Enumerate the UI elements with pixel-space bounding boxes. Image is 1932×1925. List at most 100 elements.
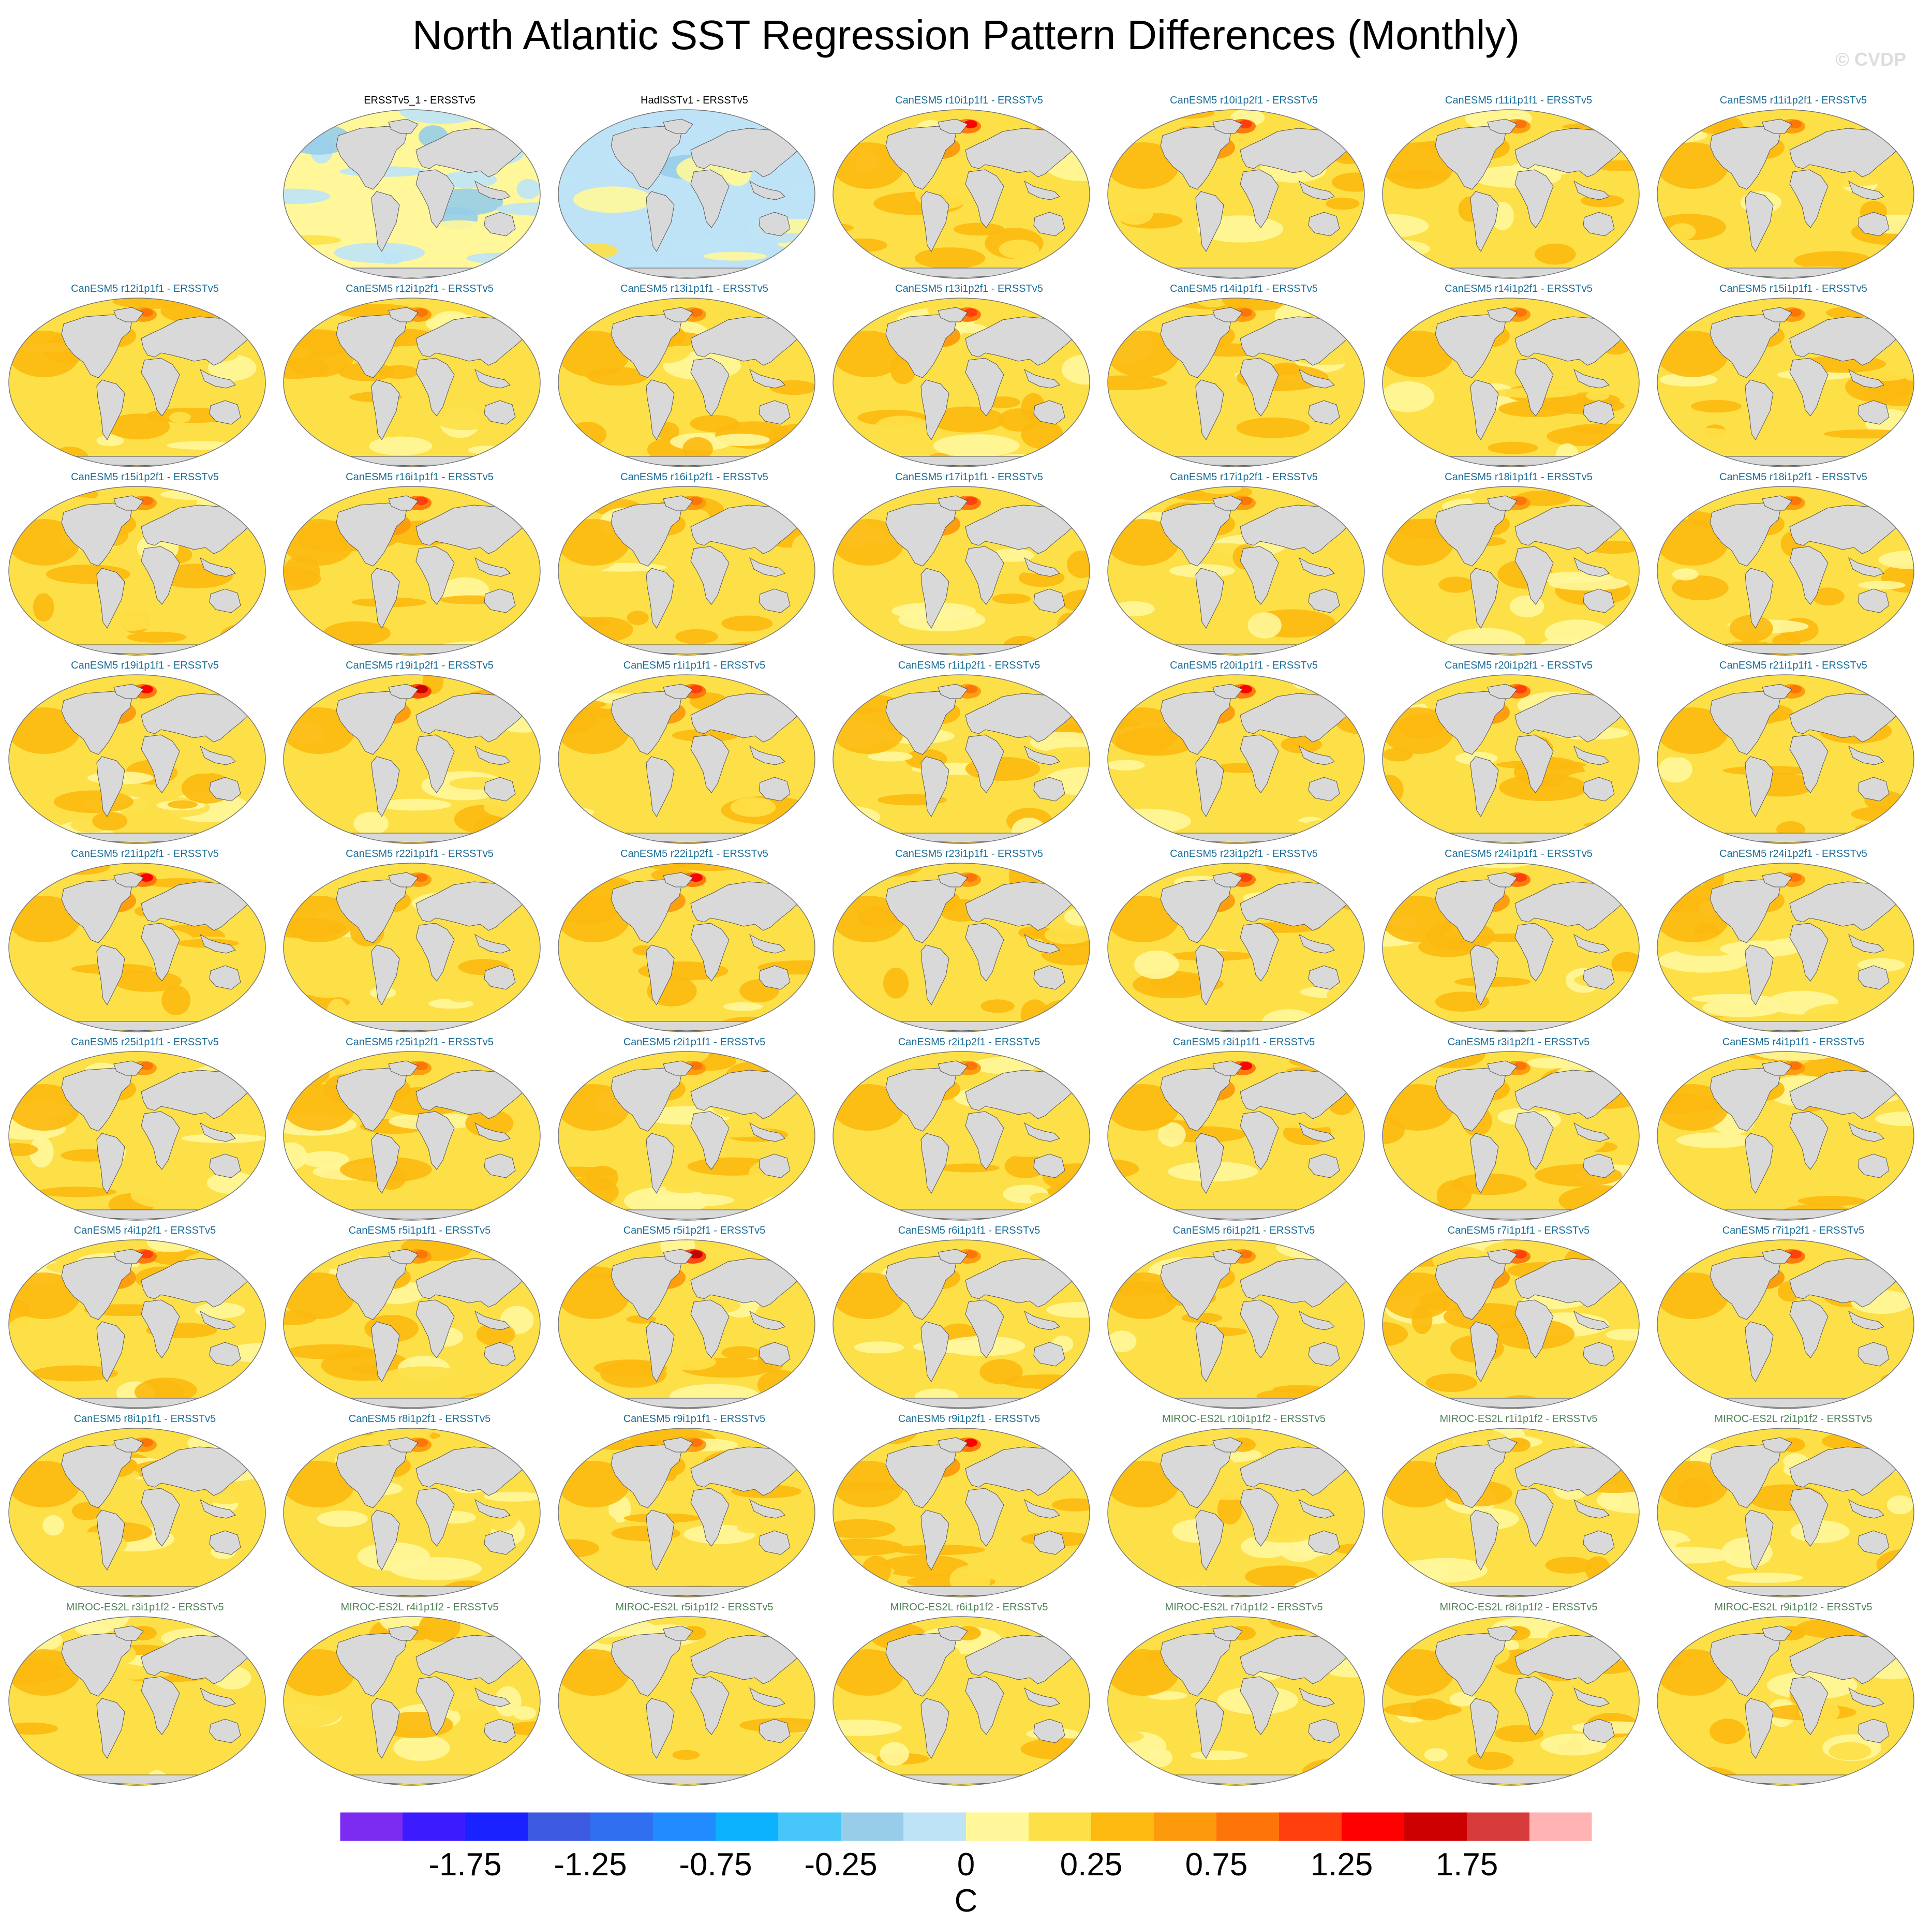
land-mass	[1033, 1153, 1065, 1178]
anomaly-patch	[558, 631, 591, 655]
land-mass	[141, 1676, 180, 1735]
land-mass	[920, 1133, 949, 1194]
anomaly-patch	[284, 949, 312, 958]
land-mass	[313, 1021, 511, 1031]
anomaly-patch	[284, 1506, 302, 1519]
land-mass	[920, 756, 949, 817]
colorbar-swatch	[1279, 1812, 1342, 1841]
land-mass	[1195, 1509, 1224, 1571]
land-mass	[759, 965, 791, 990]
land-mass	[1857, 588, 1890, 613]
land-mass	[690, 169, 730, 228]
land-mass	[1789, 169, 1829, 228]
anomaly-patch	[1658, 756, 1692, 783]
map-outline	[283, 109, 541, 279]
anomaly-patch	[431, 402, 500, 431]
panel-label: CanESM5 r23i1p1f1 - ERSSTv5	[895, 848, 1043, 860]
anomaly-patch	[568, 1013, 609, 1025]
land-mass	[1195, 1133, 1224, 1194]
north-atlantic-hotspot	[689, 685, 703, 693]
land-mass	[113, 1625, 144, 1641]
world-map	[8, 486, 266, 656]
anomaly-patch	[466, 253, 532, 264]
land-mass	[209, 1342, 241, 1367]
map-outline	[833, 298, 1090, 467]
panel-label: CanESM5 r12i1p2f1 - ERSSTv5	[346, 283, 494, 294]
anomaly-patch	[1134, 950, 1179, 979]
land-mass	[1024, 745, 1060, 765]
land-mass	[1686, 644, 1885, 655]
anomaly-patch	[1061, 354, 1090, 385]
anomaly-patch	[304, 1026, 359, 1032]
north-atlantic-hotspot	[1788, 497, 1802, 505]
map-panel: CanESM5 r6i1p2f1 - ERSSTv5	[1107, 1223, 1381, 1412]
anomaly-patch	[1042, 1402, 1070, 1409]
anomaly-patch	[1449, 1692, 1476, 1707]
world-map	[8, 1239, 266, 1409]
anomaly-patch	[875, 416, 929, 436]
land-mass	[965, 1676, 1004, 1735]
world-map	[1382, 1428, 1640, 1597]
map-panel: CanESM5 r15i1p1f1 - ERSSTv5	[1656, 282, 1930, 470]
anomaly-patch	[491, 1021, 532, 1031]
map-outline	[833, 1616, 1090, 1786]
map-outline	[1382, 1428, 1640, 1597]
anomaly-patch	[558, 1010, 584, 1032]
land-mass	[1308, 588, 1340, 613]
colorbar-swatch	[966, 1812, 1029, 1841]
land-mass	[388, 1437, 419, 1453]
anomaly-patch	[1244, 1565, 1318, 1588]
land-mass	[209, 588, 241, 613]
anomaly-patch	[1108, 1330, 1137, 1353]
land-mass	[938, 684, 968, 699]
anomaly-patch	[1710, 1719, 1746, 1744]
land-mass	[141, 1488, 180, 1547]
anomaly-patch	[1041, 1672, 1090, 1695]
map-outline	[833, 486, 1090, 656]
anomaly-patch	[558, 707, 630, 754]
land-mass	[663, 872, 693, 887]
land-mass	[749, 1687, 785, 1707]
land-mass	[1033, 212, 1065, 236]
anomaly-patch	[42, 1515, 64, 1536]
land-mass	[1308, 777, 1340, 802]
land-mass	[1762, 1249, 1792, 1264]
land-mass	[749, 368, 785, 389]
map-panel: MIROC-ES2L r8i1p1f2 - ERSSTv5	[1381, 1600, 1656, 1789]
land-mass	[415, 546, 455, 605]
anomaly-patch	[1258, 1116, 1343, 1129]
anomaly-patch	[672, 1750, 700, 1760]
world-map	[833, 298, 1090, 467]
colorbar-tick-label: 0	[957, 1847, 975, 1883]
anomaly-patch	[1435, 991, 1490, 1012]
anomaly-patch	[1672, 568, 1699, 581]
land-mass	[1240, 1676, 1279, 1735]
land-mass	[1033, 1530, 1065, 1555]
anomaly-patch	[582, 1240, 643, 1250]
land-mass	[1762, 684, 1792, 699]
land-mass	[388, 684, 419, 699]
map-panel: CanESM5 r9i1p1f1 - ERSSTv5	[557, 1412, 831, 1601]
anomaly-patch	[1762, 863, 1819, 878]
anomaly-patch	[558, 896, 630, 942]
anomaly-patch	[854, 1341, 904, 1354]
colorbar-swatch	[903, 1812, 967, 1841]
panel-label: CanESM5 r10i1p2f1 - ERSSTv5	[1170, 95, 1318, 106]
land-mass	[965, 1299, 1004, 1358]
anomaly-patch	[578, 298, 634, 306]
anomaly-patch	[839, 238, 887, 253]
north-atlantic-hotspot	[689, 308, 703, 317]
land-mass	[1024, 1499, 1060, 1519]
land-mass	[96, 379, 125, 440]
anomaly-patch	[167, 441, 235, 450]
land-mass	[415, 693, 526, 743]
land-mass	[1573, 557, 1610, 577]
anomaly-patch	[1158, 1122, 1186, 1147]
anomaly-patch	[1794, 251, 1873, 270]
land-mass	[1745, 568, 1774, 629]
anomaly-patch	[1540, 1360, 1608, 1380]
map-panel: CanESM5 r16i1p2f1 - ERSSTv5	[557, 470, 831, 659]
north-atlantic-hotspot	[1788, 1627, 1802, 1635]
land-mass	[1470, 379, 1499, 440]
anomaly-patch	[833, 832, 883, 843]
